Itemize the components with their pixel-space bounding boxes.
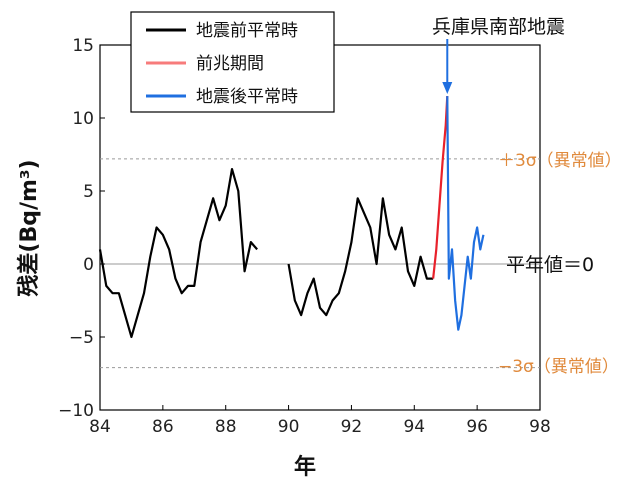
event-arrowhead [442,82,453,94]
x-tick-label: 92 [341,417,363,437]
x-axis-ticks: 84 86 88 90 92 94 96 98 [89,405,551,437]
y-tick-label: 5 [83,182,94,202]
legend-label-precursor: 前兆期間 [196,54,264,74]
series-line-0-segment [287,197,434,317]
x-tick-label: 90 [278,417,300,437]
series-line-1 [432,96,449,279]
series-line-0 [98,168,258,339]
event-label: 兵庫県南部地震 [432,16,565,38]
x-tick-label: 98 [529,417,551,437]
legend-label-before: 地震前平常時 [196,21,298,41]
y-tick-label: −10 [58,401,94,421]
data-series [98,96,485,339]
x-tick-label: 96 [466,417,488,437]
y-axis-ticks: 15 10 5 0 −5 −10 [58,36,105,421]
y-tick-label: 10 [72,109,94,129]
x-tick-label: 88 [215,417,237,437]
y-tick-label: 15 [72,36,94,56]
y-tick-label: 0 [83,255,94,275]
x-tick-label: 94 [403,417,425,437]
x-axis-title: 年 [294,454,316,480]
x-tick-label: 86 [152,417,174,437]
legend-label-after: 地震後平常時 [196,87,298,107]
lower-sigma-label: −3σ（異常値） [498,357,619,377]
y-axis-title: 残差(Bq/m³) [16,159,42,296]
series-line-2 [446,96,485,331]
y-tick-label: −5 [69,328,94,348]
upper-sigma-label: ＋3σ（異常値） [498,151,622,171]
x-tick-label: 84 [89,417,111,437]
mean-label: 平年値＝0 [506,254,594,276]
